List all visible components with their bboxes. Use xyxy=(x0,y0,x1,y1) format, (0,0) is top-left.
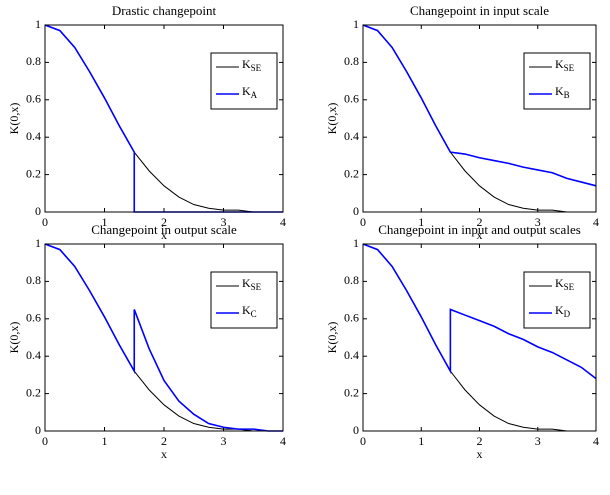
y-tick-label: 0 xyxy=(35,423,41,437)
x-tick-label: 3 xyxy=(535,434,541,448)
y-tick-label: 0.8 xyxy=(26,273,41,287)
x-tick-label: 2 xyxy=(477,434,483,448)
x-tick-label: 1 xyxy=(102,434,108,448)
y-tick-label: 0.6 xyxy=(344,311,359,325)
y-axis-label: K(0,x) xyxy=(325,322,339,354)
y-axis-label: K(0,x) xyxy=(7,322,21,354)
legend-label: KD xyxy=(555,303,571,319)
y-tick-label: 0 xyxy=(353,423,359,437)
x-axis-label: x xyxy=(161,228,167,242)
chart-title: Changepoint in output scale xyxy=(91,222,237,237)
x-tick-label: 0 xyxy=(360,434,366,448)
x-tick-label: 4 xyxy=(280,215,286,229)
legend-label: KSE xyxy=(242,57,262,73)
panel: Changepoint in input scale x K(0,x) 0 1 2 3 4 0 0… xyxy=(325,3,599,242)
y-axis-label: K(0,x) xyxy=(7,103,21,135)
legend-label: KA xyxy=(242,84,258,100)
x-tick-label: 4 xyxy=(593,215,599,229)
y-tick-label: 1 xyxy=(35,17,41,31)
series-line xyxy=(44,243,283,432)
chart-title: Changepoint in input scale xyxy=(410,3,549,18)
y-tick-label: 0.4 xyxy=(344,129,359,143)
x-tick-label: 2 xyxy=(161,434,167,448)
x-axis-label: x xyxy=(161,447,167,461)
legend-label: KC xyxy=(242,303,257,319)
axes-box xyxy=(362,24,597,213)
legend-label: KSE xyxy=(555,57,575,73)
legend-label: KSE xyxy=(242,276,262,292)
chart-title: Drastic changepoint xyxy=(112,3,217,18)
axes-box xyxy=(362,243,597,432)
x-tick-label: 3 xyxy=(221,434,227,448)
x-tick-label: 2 xyxy=(477,215,483,229)
series-line xyxy=(362,24,597,187)
y-tick-label: 1 xyxy=(353,236,359,250)
x-axis-label: x xyxy=(477,447,483,461)
x-tick-label: 1 xyxy=(418,215,424,229)
legend-box xyxy=(523,271,591,329)
y-tick-label: 0.4 xyxy=(26,348,41,362)
x-tick-label: 2 xyxy=(161,215,167,229)
legend-label: KSE xyxy=(555,276,575,292)
y-tick-label: 0.2 xyxy=(344,385,359,399)
x-tick-label: 1 xyxy=(102,215,108,229)
y-tick-label: 0.8 xyxy=(26,54,41,68)
legend-box xyxy=(210,52,278,110)
y-tick-label: 0.4 xyxy=(26,129,41,143)
y-tick-label: 0.6 xyxy=(26,311,41,325)
y-tick-label: 0.8 xyxy=(344,273,359,287)
panel: Drastic changepoint x K(0,x) 0 1 2 3 4 0 0.2 0.4 0.… xyxy=(7,3,286,242)
y-tick-label: 0 xyxy=(35,204,41,218)
x-tick-label: 0 xyxy=(360,215,366,229)
y-axis-label: K(0,x) xyxy=(325,103,339,135)
y-tick-label: 0.2 xyxy=(26,166,41,180)
chart-title: Changepoint in input and output scales xyxy=(378,222,581,237)
x-tick-label: 0 xyxy=(42,215,48,229)
y-tick-label: 0.4 xyxy=(344,348,359,362)
x-tick-label: 3 xyxy=(535,215,541,229)
y-tick-label: 0.8 xyxy=(344,54,359,68)
legend-label: KB xyxy=(555,84,570,100)
y-tick-label: 0.2 xyxy=(26,385,41,399)
x-tick-label: 4 xyxy=(593,434,599,448)
y-tick-label: 0.2 xyxy=(344,166,359,180)
axes-box xyxy=(44,243,284,432)
y-tick-label: 0.6 xyxy=(344,92,359,106)
y-tick-label: 1 xyxy=(35,236,41,250)
y-tick-label: 0 xyxy=(353,204,359,218)
x-tick-label: 4 xyxy=(280,434,286,448)
y-tick-label: 0.6 xyxy=(26,92,41,106)
series-line xyxy=(362,243,597,380)
panel: Changepoint in input and output scalesxK… xyxy=(325,222,599,461)
legend-box xyxy=(210,271,278,329)
legend-box xyxy=(523,52,591,110)
x-tick-label: 3 xyxy=(221,215,227,229)
x-tick-label: 0 xyxy=(42,434,48,448)
y-tick-label: 1 xyxy=(353,17,359,31)
axes-box xyxy=(44,24,284,213)
x-tick-label: 1 xyxy=(418,434,424,448)
x-axis-label: x xyxy=(477,228,483,242)
